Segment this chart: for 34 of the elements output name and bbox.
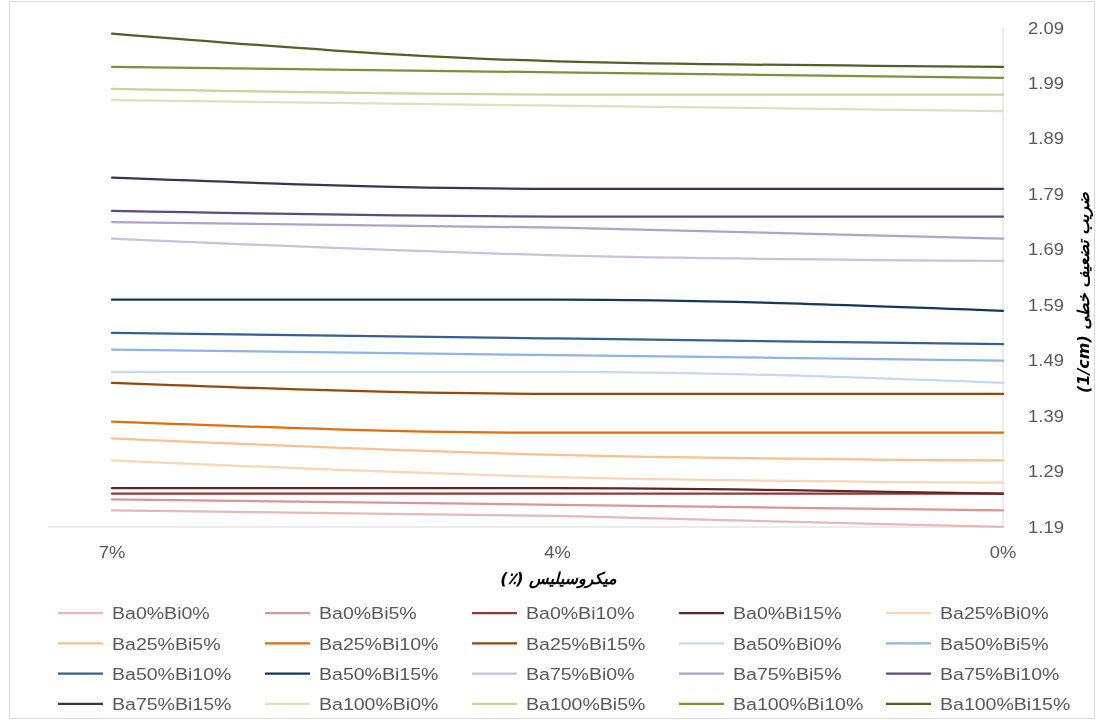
- legend-label: Ba0%Bi10%: [526, 603, 635, 623]
- y-tick-label: 1.79: [1028, 185, 1064, 204]
- legend-label: Ba0%Bi0%: [112, 603, 210, 623]
- legend-label: Ba25%Bi15%: [526, 633, 646, 654]
- legend-label: Ba75%Bi5%: [733, 663, 842, 684]
- y-tick-label: 1.49: [1028, 351, 1064, 370]
- y-tick-label: 2.09: [1028, 18, 1064, 38]
- legend-label: Ba75%Bi10%: [940, 663, 1060, 684]
- legend-label: Ba25%Bi5%: [112, 633, 221, 654]
- legend-label: Ba100%Bi10%: [733, 694, 864, 714]
- legend-label: Ba0%Bi5%: [319, 603, 417, 623]
- x-axis-title: میکروسیلیس (٪): [500, 568, 618, 589]
- legend-label: Ba75%Bi0%: [526, 663, 635, 684]
- legend-label: Ba75%Bi15%: [112, 694, 232, 714]
- y-tick-label: 1.99: [1028, 74, 1064, 93]
- legend-label: Ba0%Bi15%: [733, 603, 842, 623]
- legend-label: Ba25%Bi0%: [940, 603, 1049, 623]
- x-tick-label: 4%: [544, 542, 571, 562]
- legend-label: Ba100%Bi5%: [526, 694, 646, 714]
- y-tick-label: 1.59: [1028, 295, 1064, 315]
- legend-label: Ba50%Bi10%: [112, 663, 232, 684]
- x-tick-label: 0%: [989, 542, 1017, 562]
- legend-label: Ba50%Bi5%: [940, 633, 1049, 654]
- x-tick-label: 7%: [98, 542, 126, 562]
- y-tick-label: 1.29: [1028, 462, 1064, 481]
- legend-label: Ba50%Bi15%: [319, 663, 439, 684]
- y-tick-label: 1.69: [1028, 240, 1064, 260]
- y-tick-label: 1.19: [1028, 517, 1064, 537]
- legend-label: Ba100%Bi15%: [940, 694, 1071, 714]
- legend-label: Ba25%Bi10%: [319, 633, 439, 654]
- y-tick-label: 1.89: [1028, 129, 1064, 149]
- legend-label: Ba50%Bi0%: [733, 633, 842, 654]
- y-tick-label: 1.39: [1028, 406, 1064, 426]
- legend-label: Ba100%Bi0%: [319, 694, 439, 714]
